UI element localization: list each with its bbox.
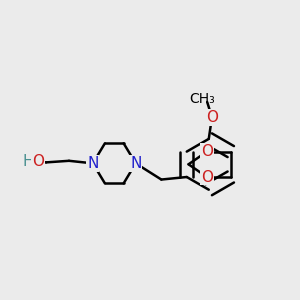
Text: N: N [130, 156, 141, 171]
Text: H: H [23, 154, 34, 169]
Text: O: O [201, 169, 213, 184]
Text: O: O [32, 154, 44, 169]
Text: N: N [87, 156, 98, 171]
Text: CH₃: CH₃ [190, 92, 215, 106]
Text: O: O [201, 144, 213, 159]
Text: O: O [206, 110, 218, 125]
